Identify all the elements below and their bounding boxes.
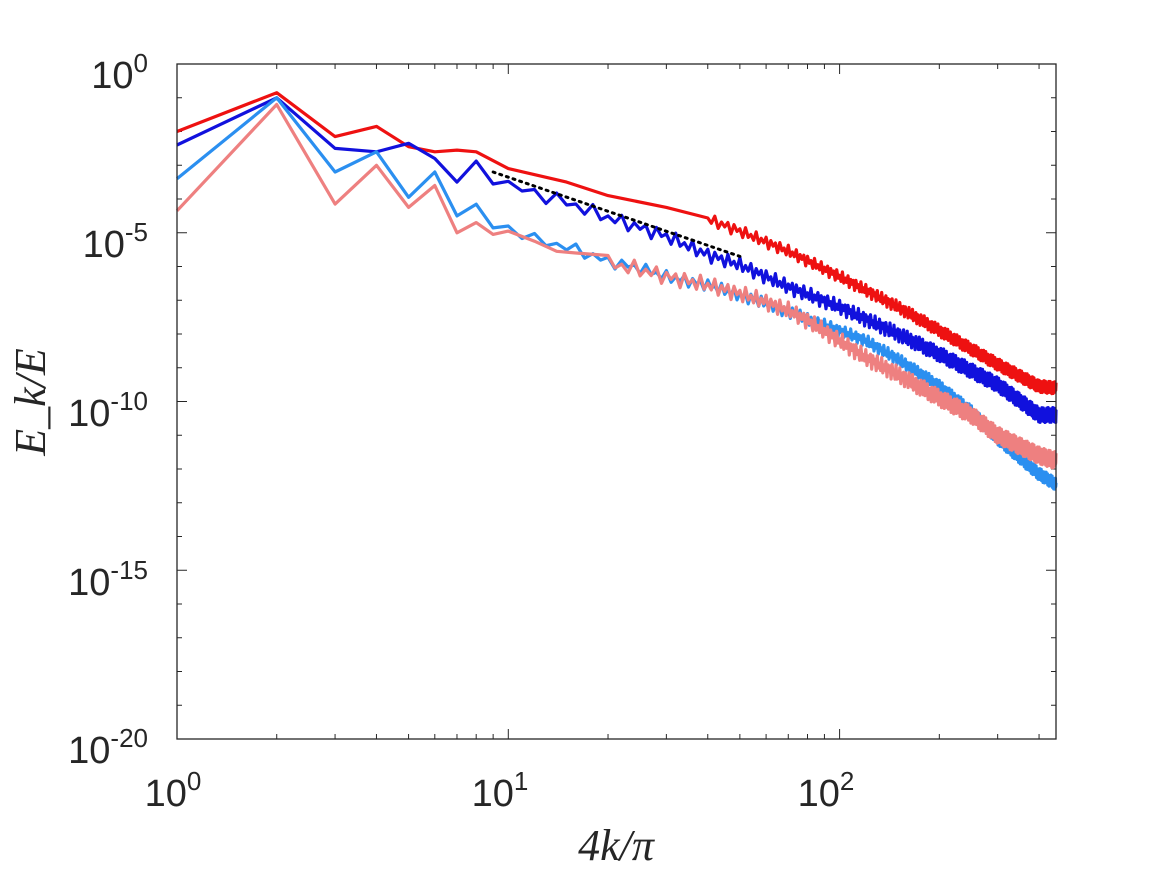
plot-area-background (177, 64, 1056, 739)
series-pink-line (175, 102, 1058, 470)
y-tick-label-0: 100 (91, 48, 148, 97)
y-tick-label-1: 10-5 (83, 217, 148, 266)
x-tick-label-2: 102 (798, 766, 855, 815)
reference-dotted-line (491, 170, 742, 258)
series-layer (175, 91, 1058, 491)
y-axis-label: E_k/E (6, 348, 55, 457)
series-blue-line (176, 96, 1058, 424)
series-red-line (176, 91, 1058, 396)
x-axis-label: 4k/π (578, 821, 656, 870)
major-ticks (176, 63, 1056, 740)
x-tick-label-1: 101 (472, 766, 529, 815)
y-tick-label-4: 10-20 (68, 723, 148, 772)
x-tick-label-0: 100 (145, 766, 202, 815)
y-tick-label-3: 10-15 (68, 555, 148, 604)
minor-ticks (177, 64, 1056, 739)
y-tick-label-2: 10-10 (68, 386, 148, 435)
